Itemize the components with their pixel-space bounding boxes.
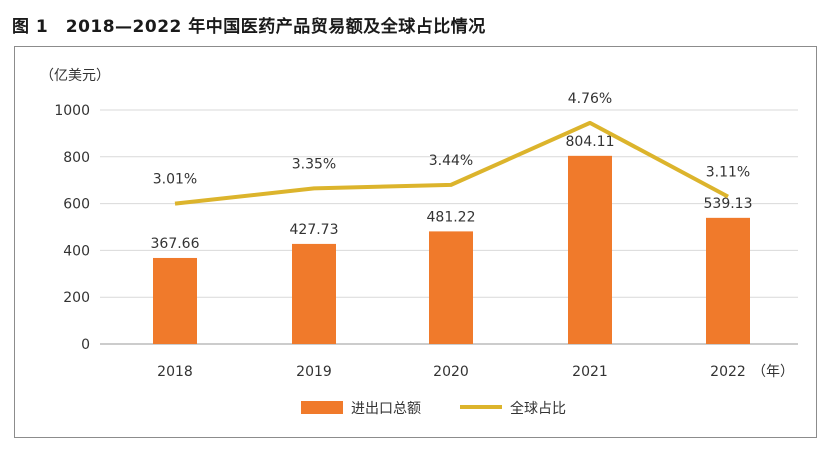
bar-2022 [706,217,750,344]
share-label-2018: 3.01% [153,172,197,188]
y-tick-label: 800 [63,150,90,166]
bar-series [153,155,750,344]
figure-title: 图 1 2018—2022 年中国医药产品贸易额及全球占比情况 [12,17,486,37]
line-series [174,120,729,206]
x-tick-2018: 2018 [157,364,193,380]
share-label-2020: 3.44% [429,153,473,169]
share-label-2021: 4.76% [568,91,612,107]
x-tick-2019: 2019 [296,364,332,380]
line-data-labels: 3.01% 3.35% 3.44% 4.76% 3.11% [153,91,750,188]
x-tick-2021: 2021 [572,364,608,380]
bar-label-2020: 481.22 [427,209,476,225]
y-tick-label: 400 [63,243,90,259]
bar-2020 [429,231,473,344]
share-label-2019: 3.35% [292,156,336,172]
chart-frame [14,46,817,438]
share-label-2022: 3.11% [706,165,750,181]
bar-label-2021: 804.11 [566,134,615,150]
y-tick-label: 0 [81,337,90,353]
bar-label-2019: 427.73 [290,222,339,238]
bar-2021 [568,155,612,344]
bar-data-labels: 367.66 427.73 481.22 804.11 539.13 [151,134,753,252]
share-line [174,120,729,206]
legend: 进出口总额 全球占比 [301,400,566,417]
y-tick-labels: 0 200 400 600 800 1000 [54,103,90,353]
bar-label-2022: 539.13 [704,196,753,212]
bar-label-2018: 367.66 [151,236,200,252]
y-unit-label: （亿美元） [40,68,110,84]
legend-swatch-bar [301,401,343,414]
legend-label-line: 全球占比 [510,400,566,417]
bar-2019 [292,243,336,344]
x-unit-label: （年） [752,364,794,380]
y-tick-label: 1000 [54,103,90,119]
y-tick-label: 600 [63,197,90,213]
bar-2018 [153,257,197,344]
x-tick-labels: 2018 2019 2020 2021 2022 （年） [157,364,794,380]
x-tick-2020: 2020 [433,364,469,380]
legend-label-bar: 进出口总额 [351,401,421,417]
y-tick-label: 200 [63,290,90,306]
x-tick-2022: 2022 [710,364,746,380]
